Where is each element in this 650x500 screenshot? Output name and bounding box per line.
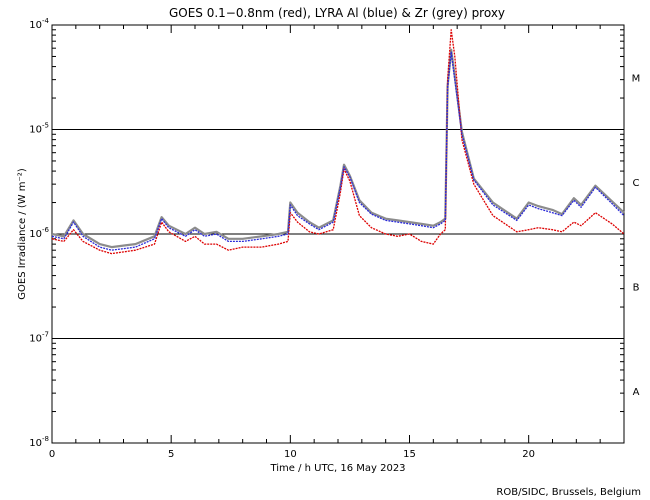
series-goes-line [51,29,625,255]
series-lyra-zr-line [51,48,625,249]
x-tick-label: 15 [403,449,416,460]
y-tick-label: 10-5 [29,122,49,136]
flare-class-label: C [633,178,640,189]
x-tick-label: 20 [522,449,535,460]
credit-text: ROB/SIDC, Brussels, Belgium [496,487,641,498]
x-tick-label: 5 [168,449,174,460]
flare-class-label: A [633,387,640,398]
flare-class-label: B [633,282,640,293]
y-axis-label: GOES Irradiance / (W m⁻²) [17,168,28,300]
plot-area: 10-8 10-7 10-6 10-5 10-4 0 5 10 15 20 A B C M [29,17,640,460]
y-tick-label: 10-6 [29,226,49,240]
x-tick-label: 10 [284,449,297,460]
flare-class-label: M [632,73,641,84]
y-tick-label: 10-4 [29,17,49,31]
series-lyra-al-line [51,51,625,251]
chart-title: GOES 0.1−0.8nm (red), LYRA Al (blue) & Z… [169,6,505,20]
y-tick-label: 10-8 [29,435,49,449]
x-axis-label: Time / h UTC, 16 May 2023 [269,463,405,474]
x-tick-label: 0 [49,449,55,460]
y-tick-label: 10-7 [29,331,49,345]
